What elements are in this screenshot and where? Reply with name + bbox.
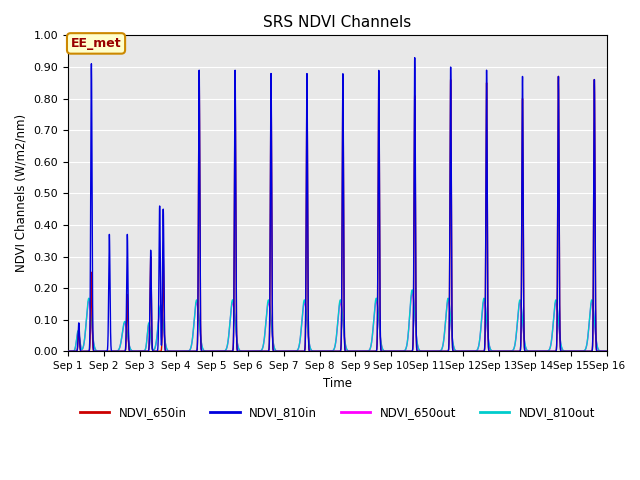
NDVI_650out [602,348,609,354]
NDVI_650in [266,300,274,306]
NDVI_810out [174,348,182,354]
NDVI_650out [103,348,111,354]
NDVI_650in [602,348,609,354]
NDVI_810out [602,348,609,354]
Y-axis label: NDVI Channels (W/m2/nm): NDVI Channels (W/m2/nm) [15,114,28,272]
NDVI_810in [603,348,611,354]
NDVI_810in [64,348,72,354]
NDVI_810out [103,348,111,354]
NDVI_650in [603,348,611,354]
NDVI_810out [488,348,496,354]
NDVI_810in [179,348,187,354]
NDVI_650out [412,328,420,334]
Line: NDVI_810out: NDVI_810out [68,290,607,351]
X-axis label: Time: Time [323,377,352,390]
NDVI_810in [411,55,419,60]
NDVI_650out [488,348,496,354]
Text: EE_met: EE_met [71,37,122,50]
NDVI_810out [603,348,611,354]
Line: NDVI_810in: NDVI_810in [68,58,607,351]
NDVI_810in [602,348,609,354]
NDVI_650out [174,348,182,354]
NDVI_810out [266,304,274,310]
NDVI_650in [555,73,563,79]
Line: NDVI_650in: NDVI_650in [68,76,607,351]
NDVI_810in [412,270,420,276]
NDVI_650in [412,280,420,286]
NDVI_650in [106,348,113,354]
NDVI_810in [488,348,496,354]
NDVI_650out [408,290,416,296]
NDVI_810out [412,327,420,333]
NDVI_810in [573,348,580,354]
Title: SRS NDVI Channels: SRS NDVI Channels [263,15,412,30]
NDVI_810out [64,348,72,354]
NDVI_650out [603,348,611,354]
NDVI_650in [488,348,496,354]
Line: NDVI_650out: NDVI_650out [68,293,607,351]
NDVI_810out [408,287,416,293]
NDVI_650in [180,348,188,354]
NDVI_650in [174,348,182,354]
NDVI_650out [64,348,72,354]
NDVI_810out [180,348,188,354]
NDVI_650in [64,348,72,354]
NDVI_650out [180,348,188,354]
NDVI_650out [266,306,274,312]
NDVI_810in [174,348,182,354]
NDVI_810in [266,308,273,313]
Legend: NDVI_650in, NDVI_810in, NDVI_650out, NDVI_810out: NDVI_650in, NDVI_810in, NDVI_650out, NDV… [75,401,600,424]
